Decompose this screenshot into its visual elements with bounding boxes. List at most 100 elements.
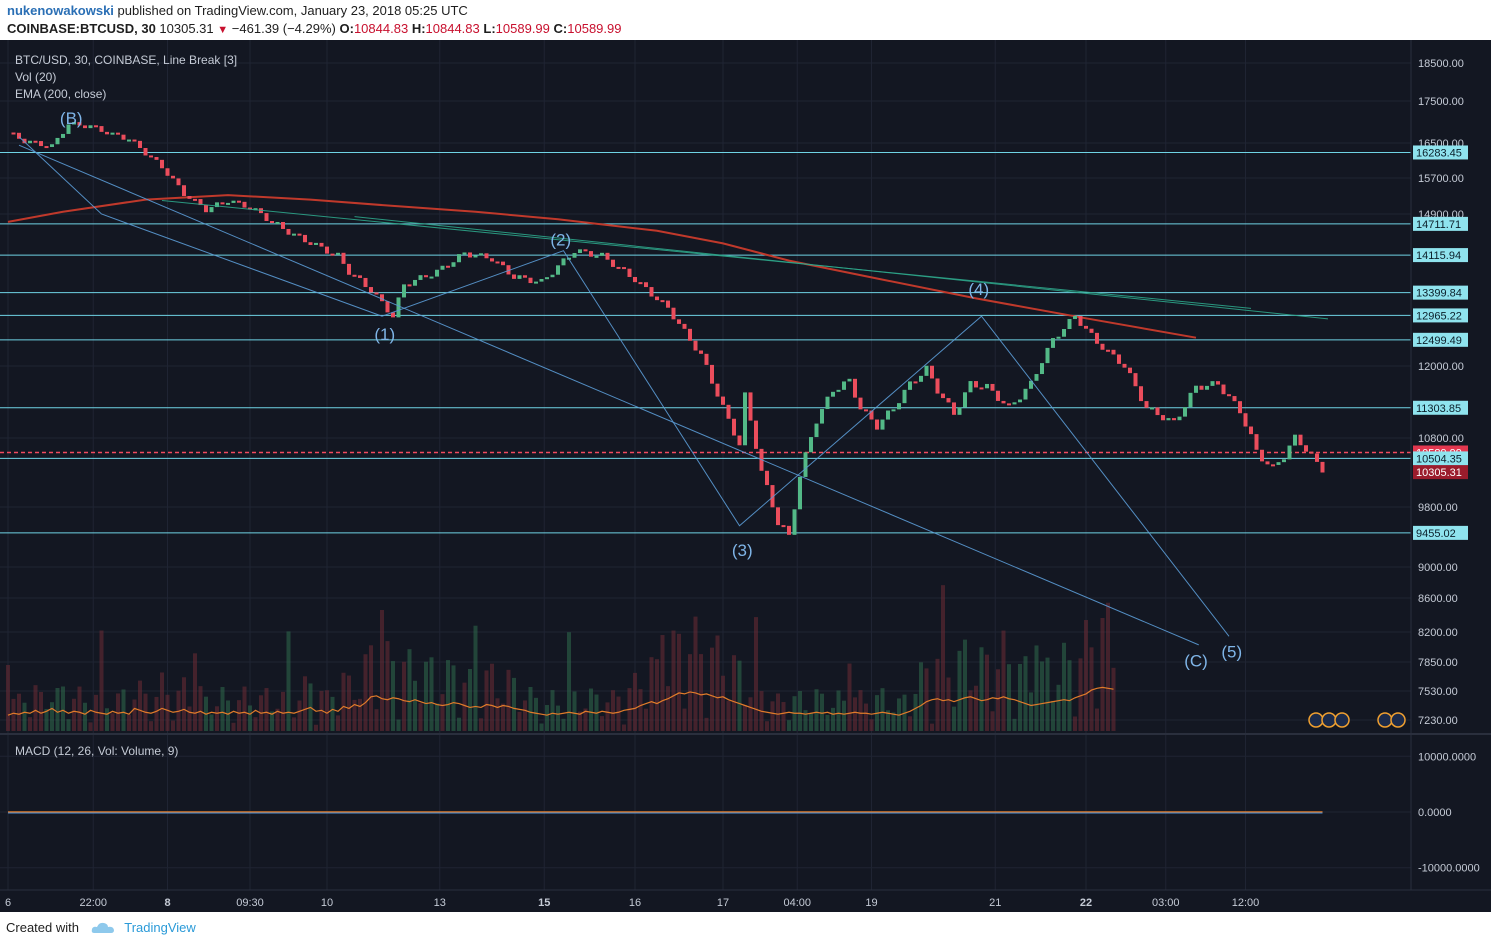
wave-line bbox=[161, 200, 1252, 309]
line-break-brick bbox=[1018, 399, 1022, 403]
volume-bar bbox=[99, 630, 104, 731]
wave-line bbox=[18, 136, 1230, 637]
line-break-brick bbox=[1166, 418, 1171, 421]
volume-bar bbox=[501, 703, 505, 731]
chart-panel[interactable]: (B) (1) (2) (3) (4) (C) (5) 10000.0000 0.0000 -1… bbox=[0, 40, 1491, 912]
line-break-brick bbox=[534, 281, 538, 284]
volume-bar bbox=[919, 662, 923, 731]
author-link[interactable]: nukenowakowski bbox=[7, 3, 114, 18]
line-break-brick bbox=[33, 140, 38, 143]
line-break-brick bbox=[776, 507, 780, 526]
price-axis: 18500.0017500.0016500.0015700.0014900.00… bbox=[1410, 40, 1468, 890]
line-break-brick bbox=[572, 253, 577, 258]
line-break-brick bbox=[506, 265, 511, 275]
volume-bar bbox=[671, 630, 676, 731]
line-break-brick bbox=[61, 133, 65, 138]
line-break-brick bbox=[451, 262, 456, 267]
line-break-brick bbox=[495, 261, 500, 264]
volume-bar bbox=[446, 660, 450, 731]
line-break-brick bbox=[336, 252, 340, 255]
price-level-tag bbox=[1413, 248, 1468, 263]
line-break-brick bbox=[831, 391, 835, 397]
volume-bar bbox=[842, 700, 846, 731]
legend-ema[interactable]: EMA (200, close) bbox=[15, 87, 106, 101]
line-break-brick bbox=[473, 255, 478, 258]
volume-bar bbox=[149, 721, 153, 731]
volume-bar bbox=[666, 686, 670, 731]
volume-bar bbox=[374, 709, 379, 731]
wave-label: (1) bbox=[374, 325, 395, 344]
line-break-brick bbox=[17, 132, 21, 139]
event-flag-icon[interactable] bbox=[1321, 712, 1337, 728]
line-break-brick bbox=[286, 228, 291, 235]
volume-bar bbox=[1056, 684, 1061, 731]
volume-bar bbox=[336, 715, 340, 731]
line-break-brick bbox=[523, 275, 527, 278]
event-flag-icon[interactable] bbox=[1390, 712, 1406, 728]
line-break-brick bbox=[732, 418, 736, 436]
volume-bar bbox=[836, 690, 841, 731]
event-markers[interactable] bbox=[1308, 712, 1406, 728]
volume-bar bbox=[165, 694, 170, 731]
volume-ma bbox=[7, 686, 1114, 716]
grid-lines bbox=[0, 40, 1411, 890]
volume-bar bbox=[33, 685, 38, 731]
volume-bar bbox=[314, 724, 318, 731]
line-break-brick bbox=[198, 199, 203, 206]
line-break-brick bbox=[319, 242, 324, 247]
time-tick-label: 16 bbox=[629, 897, 641, 909]
event-flag-icon[interactable] bbox=[1377, 712, 1393, 728]
line-break-brick bbox=[341, 252, 346, 264]
time-tick-label: 22:00 bbox=[79, 897, 107, 909]
volume-bar bbox=[825, 714, 830, 731]
volume-bar bbox=[869, 719, 874, 731]
volume-bar bbox=[1029, 692, 1033, 731]
volume-bar bbox=[660, 635, 665, 731]
price-level-tag bbox=[1413, 332, 1468, 347]
line-break-brick bbox=[946, 398, 951, 403]
volume-bar bbox=[231, 722, 236, 731]
volume-bar bbox=[556, 705, 560, 731]
volume-bar bbox=[303, 676, 307, 731]
line-break-brick bbox=[1221, 384, 1226, 395]
event-flag-icon[interactable] bbox=[1308, 712, 1324, 728]
line-break-brick bbox=[391, 312, 395, 318]
line-break-brick bbox=[1023, 388, 1028, 400]
volume-ma-line bbox=[7, 686, 1114, 716]
legend-volume[interactable]: Vol (20) bbox=[15, 70, 56, 84]
volume-bar bbox=[402, 661, 406, 731]
ema-line bbox=[7, 194, 1197, 339]
volume-bar bbox=[589, 688, 593, 731]
line-break-brick bbox=[292, 233, 296, 236]
volume-bar bbox=[66, 719, 71, 731]
legend-macd[interactable]: MACD (12, 26, Vol: Volume, 9) bbox=[15, 744, 178, 758]
volume-bar bbox=[512, 677, 516, 731]
line-break-brick bbox=[1199, 385, 1204, 390]
line-break-brick bbox=[1067, 319, 1072, 330]
volume-bar bbox=[171, 720, 175, 731]
line-break-brick bbox=[974, 381, 978, 388]
wave-label: (B) bbox=[60, 109, 83, 128]
volume-bar bbox=[264, 688, 269, 731]
line-break-brick bbox=[314, 242, 318, 245]
volume-bar bbox=[1018, 663, 1022, 731]
line-break-brick bbox=[468, 252, 472, 258]
tradingview-link[interactable]: TradingView bbox=[124, 920, 196, 935]
volume-bar bbox=[732, 655, 736, 731]
wave-label: (3) bbox=[732, 541, 753, 560]
line-break-brick bbox=[270, 221, 274, 224]
event-flag-icon[interactable] bbox=[1334, 712, 1350, 728]
line-break-brick bbox=[528, 277, 533, 284]
line-break-brick bbox=[1282, 459, 1286, 463]
price-level-label: 11303.85 bbox=[1416, 403, 1461, 415]
line-break-brick bbox=[187, 196, 192, 199]
line-break-brick bbox=[138, 140, 142, 148]
line-break-brick bbox=[583, 249, 588, 252]
volume-bar bbox=[539, 723, 544, 731]
line-break-brick bbox=[979, 387, 984, 390]
line-break-brick bbox=[539, 278, 544, 282]
line-break-brick bbox=[693, 340, 698, 351]
legend-main[interactable]: BTC/USD, 30, COINBASE, Line Break [3] bbox=[15, 53, 237, 67]
volume-bar bbox=[693, 616, 698, 731]
volume-bar bbox=[160, 672, 164, 731]
